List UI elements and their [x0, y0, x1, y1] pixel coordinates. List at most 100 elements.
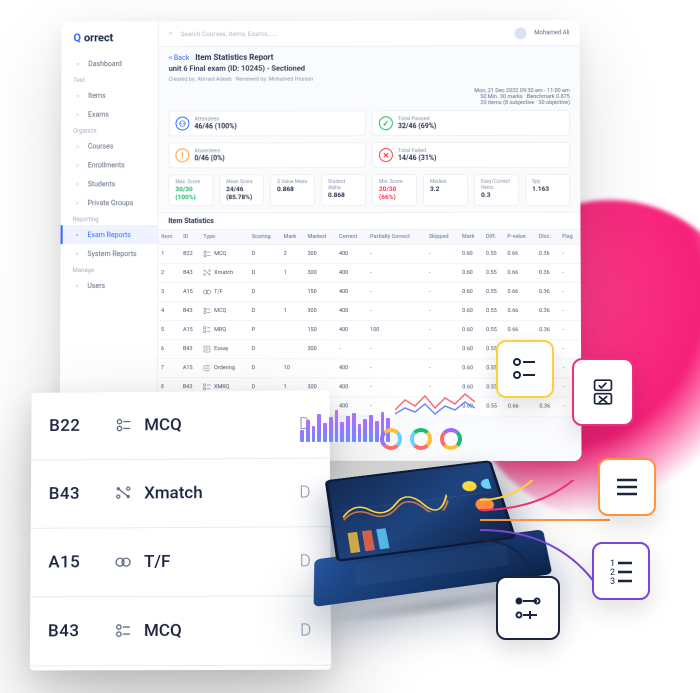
col-header[interactable]: Diff. — [483, 230, 505, 245]
score-s-value-mean: S Value Mean0.868 — [270, 174, 315, 206]
sidebar-item-private-groups[interactable]: ▫ Private Groups — [61, 193, 158, 212]
sidebar-item-enrollments[interactable]: ▫ Enrollments — [61, 155, 158, 174]
zoom-type: MCQ — [144, 415, 181, 435]
nav-section-label: Manage — [60, 263, 157, 276]
sidebar-item-label: Dashboard — [88, 60, 122, 68]
card-checkbox-icon — [572, 358, 634, 426]
stat-total failed: ✕Total Failed14/46 (31%) — [372, 142, 570, 168]
x-icon: ✕ — [379, 148, 393, 162]
table-title: Item Statistics — [158, 212, 580, 230]
xmatch-icon — [203, 269, 211, 277]
page-title: unit 6 Final exam (ID: 10245) - Sectione… — [159, 63, 580, 77]
mcq-icon — [203, 307, 211, 315]
breadcrumb: Item Statistics Report — [195, 53, 273, 62]
table-row[interactable]: 2B43XmatchD1300400--0.600.550.660.36- — [158, 263, 581, 282]
col-header[interactable]: Marked — [304, 230, 336, 245]
card-mcq-icon — [496, 340, 554, 398]
card-numbered-icon: 123 — [592, 542, 650, 600]
sidebar-item-label: Private Groups — [88, 199, 134, 207]
col-header[interactable]: Skipped — [426, 230, 459, 245]
back-link[interactable]: < Back — [169, 54, 190, 62]
zoom-id: B22 — [31, 416, 112, 436]
col-header[interactable]: Scoring — [249, 230, 281, 245]
col-header[interactable]: Correct — [336, 230, 367, 245]
sidebar-item-exam-reports[interactable]: ▫ Exam Reports — [61, 225, 158, 244]
xmatch-icon — [112, 483, 134, 505]
search-icon: ⌕ — [169, 29, 173, 38]
mini-donuts — [380, 428, 462, 450]
sidebar-item-label: Users — [87, 282, 105, 290]
group-icon: ▫ — [73, 198, 82, 207]
nav-section-label: Reporting — [61, 212, 158, 225]
sidebar-item-label: Exam Reports — [88, 231, 131, 239]
stat-absentees: !Absentees0/46 (0%) — [168, 142, 366, 168]
table-row[interactable]: 3A15T/FD150400--0.600.550.660.36- — [158, 282, 581, 301]
sidebar-item-system-reports[interactable]: ▫System Reports — [61, 244, 158, 263]
sidebar-item-items[interactable]: ▫Items — [61, 86, 157, 105]
users-icon: ⚇ — [175, 117, 189, 131]
sidebar-item-users[interactable]: ▫ Users — [60, 276, 157, 295]
exam-items: 20 items (8 subjective · 30 objective) — [474, 100, 570, 106]
card-match-icon — [496, 576, 560, 640]
table-row[interactable]: 1B22MCQD2300400--0.600.550.660.36- — [158, 244, 580, 263]
sidebar-item-label: System Reports — [87, 250, 136, 258]
user-icon: ▫ — [72, 281, 81, 290]
zoom-type: T/F — [144, 552, 170, 572]
card-list-icon — [598, 458, 656, 516]
col-header[interactable]: Mark — [459, 230, 483, 245]
mrq-icon — [203, 383, 211, 391]
user-name: Mohamed Ali — [534, 29, 569, 36]
sidebar-item-dashboard[interactable]: ▫ Dashboard — [61, 54, 157, 73]
zoom-type: Xmatch — [144, 483, 203, 503]
score-easy-correct-items: Easy/Correct Items0.3 — [474, 174, 519, 206]
avatar[interactable] — [514, 27, 526, 39]
mcq-icon — [203, 250, 211, 258]
list-icon: ▫ — [73, 160, 82, 169]
col-header[interactable]: P-value — [504, 230, 535, 245]
col-header[interactable]: Partially Correct — [367, 230, 426, 245]
sidebar-item-label: Enrollments — [88, 161, 125, 169]
search-input[interactable]: Search Courses, Items, Exams,…… — [181, 29, 507, 38]
sidebar-item-exams[interactable]: ▫Exams — [61, 105, 157, 124]
topbar: ⌕ Search Courses, Items, Exams,…… Mohame… — [159, 20, 580, 47]
nav-section-label: Test — [61, 73, 157, 86]
zoom-row: B43XmatchD — [31, 459, 331, 529]
sidebar-item-courses[interactable]: ▫ Courses — [61, 136, 158, 155]
zoom-row: B43MCQD — [30, 596, 331, 666]
tf-icon — [112, 551, 134, 573]
stat-total passed: ✓Total Passed32/46 (69%) — [372, 110, 570, 136]
warn-icon: ! — [175, 148, 189, 162]
zoom-row: A15T/FD — [30, 527, 330, 597]
score-min-score: Min. Score20/30 (66%) — [372, 174, 417, 206]
score-mean-score: Mean Score24/46 (85.78%) — [219, 174, 264, 206]
check-icon: ✓ — [379, 116, 393, 130]
tf-icon — [203, 288, 211, 296]
mrq-icon — [203, 326, 211, 334]
sidebar-item-label: Courses — [88, 142, 114, 150]
col-header[interactable]: Item — [158, 230, 180, 244]
book-icon: ▫ — [73, 142, 82, 151]
users-icon: ▫ — [73, 179, 82, 188]
mini-bar-chart — [300, 402, 390, 442]
table-row[interactable]: 5A15MRQP150400100-0.600.550.660.36- — [158, 321, 581, 340]
col-header[interactable]: Type — [200, 230, 249, 245]
zoom-panel: B22MCQDB43XmatchDA15T/FDB43MCQD — [30, 390, 331, 670]
zoom-id: B43 — [30, 621, 112, 641]
table-row[interactable]: 4B43MCQD1300400--0.600.550.660.36- — [158, 302, 581, 321]
col-header[interactable]: Mark — [281, 230, 305, 245]
score-student-alpha: Student Alpha0.868 — [321, 174, 366, 206]
brand-logo: Qorrect — [61, 21, 157, 54]
sidebar-item-students[interactable]: ▫Students — [61, 174, 158, 193]
question-type-cards: 123 — [490, 340, 670, 660]
chart-icon: ▫ — [73, 230, 82, 239]
col-header[interactable]: ID — [180, 230, 200, 244]
nav-section-label: Organize — [61, 124, 157, 137]
grid-icon: ▫ — [73, 59, 82, 68]
created-by: Created by: Ahmed Adeeb · Reviewed by: M… — [159, 76, 580, 89]
col-header[interactable]: Disc. — [536, 230, 560, 245]
col-header[interactable]: Flag — [559, 230, 580, 245]
zoom-type: MCQ — [144, 621, 182, 641]
score-row: Max. Score30/30 (100%)Mean Score24/46 (8… — [158, 174, 580, 212]
zoom-id: B43 — [31, 484, 112, 504]
order-icon — [203, 364, 211, 372]
